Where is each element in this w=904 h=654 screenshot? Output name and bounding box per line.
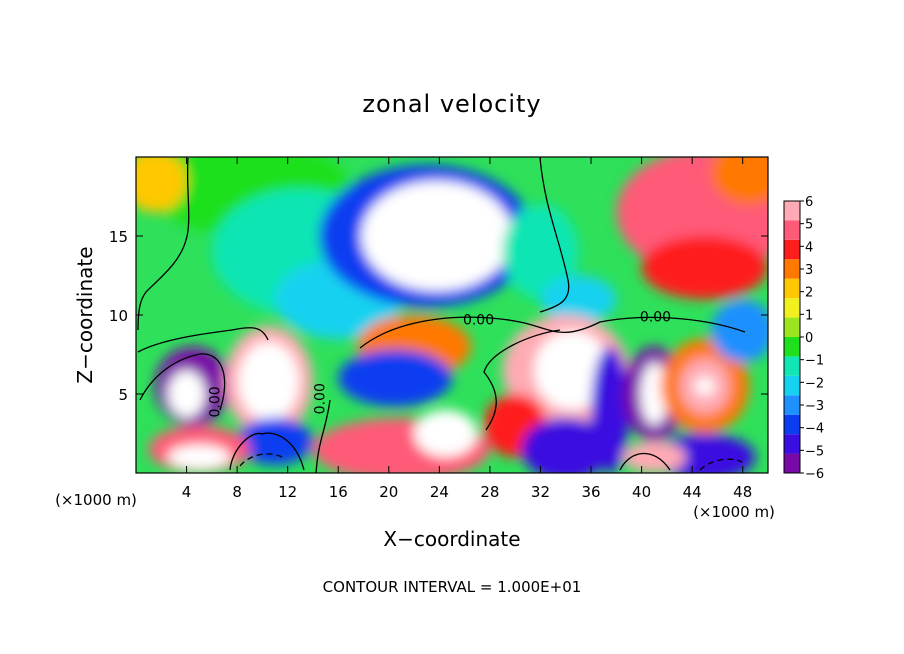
zero-contour-lines [137, 157, 746, 473]
field-blob-12 [338, 349, 452, 407]
contour-interval-note: CONTOUR INTERVAL = 1.000E+01 [323, 578, 582, 596]
x-tick-label-40: 40 [632, 483, 651, 501]
y-tick-label-15: 15 [109, 228, 128, 246]
y-axis-label: Z−coordinate [73, 246, 97, 383]
contour-label-layer: 0.00 0.00 0.00 0.00 [207, 309, 671, 417]
field-blob-4 [360, 180, 513, 292]
heatmap-field: 0.00 0.00 0.00 0.00 [136, 157, 768, 473]
colorbar-tick-label-9: −3 [805, 399, 824, 414]
y-tick-label-10: 10 [109, 307, 128, 325]
field-blob-21 [414, 409, 478, 458]
colorbar-band-2 [784, 414, 800, 435]
colorbar-tick-label-2: 4 [805, 240, 813, 255]
colorbar-tick-label-11: −5 [805, 444, 824, 459]
colorbar-tick-label-7: −1 [805, 354, 824, 369]
colorbar-tick-label-1: 5 [805, 218, 813, 233]
x-axis-label: X−coordinate [383, 527, 520, 551]
field-blob-19 [167, 444, 231, 470]
x-tick-label-48: 48 [733, 483, 752, 501]
colorbar-band-0 [784, 453, 800, 473]
field-blob-17 [237, 417, 313, 466]
colorbar-band-9 [784, 278, 800, 299]
x-tick-label-8: 8 [232, 483, 242, 501]
field-blob-16 [238, 341, 300, 421]
x-axis: 4 8 12 16 20 24 28 32 36 40 44 48 [182, 157, 752, 501]
y-tick-label-5: 5 [118, 386, 128, 404]
x-tick-label-32: 32 [531, 483, 550, 501]
colorbar-band-11 [784, 239, 800, 260]
field-blob-14 [167, 370, 206, 418]
field-blob-5 [502, 204, 579, 300]
x-tick-label-36: 36 [581, 483, 600, 501]
x-tick-label-28: 28 [480, 483, 499, 501]
x-unit-left: (×1000 m) [55, 491, 137, 509]
colorbar-band-4 [784, 375, 800, 396]
field-blob-8 [641, 236, 768, 300]
field-blob-10 [136, 157, 187, 213]
colorbar-tick-label-5: 1 [805, 308, 813, 323]
field-blob-25 [521, 417, 610, 473]
colorbar: 6 5 4 3 2 1 0 −1 −2 −3 −4 −5 −6 [783, 195, 824, 482]
colorbar-band-1 [784, 434, 800, 454]
colorbar-band-3 [784, 395, 800, 415]
contour-label-2: 0.00 [207, 386, 223, 417]
x-tick-label-44: 44 [683, 483, 702, 501]
colorbar-tick-label-4: 2 [805, 286, 813, 301]
field-blob-9 [711, 157, 768, 205]
field-blob-23 [534, 330, 610, 410]
field-blob-33 [622, 441, 686, 473]
colorbar-tick-label-10: −4 [805, 422, 824, 437]
colorbar-band-7 [784, 317, 800, 337]
field-blob-31 [694, 376, 715, 396]
x-unit-right: (×1000 m) [693, 503, 775, 521]
x-tick-label-20: 20 [379, 483, 398, 501]
colorbar-tick-label-6: 0 [805, 331, 813, 346]
y-axis: 5 10 15 [109, 228, 768, 404]
colorbar-tick-label-0: 6 [805, 195, 813, 210]
colorbar-band-13 [784, 201, 800, 221]
colorbar-band-12 [784, 220, 800, 240]
contour-label-0: 0.00 [463, 312, 494, 328]
x-tick-label-24: 24 [430, 483, 449, 501]
colorbar-tick-label-3: 3 [805, 263, 813, 278]
colorbar-tick-label-12: −6 [805, 467, 824, 482]
colorbar-band-8 [784, 298, 800, 318]
x-tick-label-16: 16 [329, 483, 348, 501]
field-blob-layer [136, 157, 768, 473]
colorbar-tick-label-8: −2 [805, 376, 824, 391]
x-tick-label-4: 4 [182, 483, 192, 501]
x-tick-label-12: 12 [278, 483, 297, 501]
contour-label-1: 0.00 [640, 309, 671, 325]
colorbar-band-6 [784, 337, 800, 357]
field-blob-26 [591, 346, 629, 473]
colorbar-band-5 [784, 356, 800, 376]
chart-title: zonal velocity [362, 90, 541, 118]
colorbar-band-10 [784, 259, 800, 279]
contour-label-3: 0.00 [312, 383, 328, 414]
field-blob-6 [540, 275, 617, 323]
